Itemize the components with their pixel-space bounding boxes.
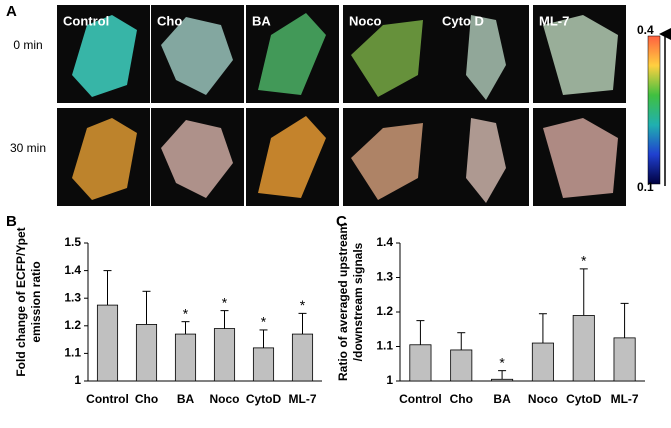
row-label: 30 min [10, 141, 46, 155]
column-label: BA [252, 13, 271, 28]
x-tick-label: Noco [210, 392, 240, 406]
bar [409, 344, 432, 382]
y-tick-label: 1.1 [64, 346, 81, 360]
x-tick-label: CytoD [246, 392, 282, 406]
x-tick-label: Control [399, 392, 442, 406]
x-tick-label: BA [493, 392, 511, 406]
image-grid [57, 5, 626, 206]
y-tick-label: 1.3 [376, 270, 393, 284]
column-label: Cho [157, 13, 182, 28]
bar [174, 333, 197, 382]
y-tick-label: 1.4 [376, 235, 393, 249]
y-axis-label: /downstream signals [351, 242, 365, 361]
panel-label: C [336, 213, 347, 230]
bar [531, 342, 554, 382]
column-label: Noco [349, 13, 382, 28]
bar [450, 349, 473, 382]
colorbar [647, 35, 661, 185]
bar [135, 324, 158, 382]
significance-mark: * [581, 253, 587, 269]
cell-shape [351, 20, 423, 97]
bar [291, 333, 314, 382]
cell-shape [161, 17, 233, 95]
bar [252, 347, 275, 382]
colorbar-label: 0.4 [637, 23, 654, 37]
significance-mark: * [222, 294, 228, 310]
cell-shape [161, 120, 233, 198]
cell-shape [466, 15, 506, 100]
cell-shape [466, 118, 506, 203]
y-tick-label: 1.5 [64, 235, 81, 249]
y-tick-label: 1.4 [64, 263, 81, 277]
y-tick-label: 1.2 [64, 318, 81, 332]
cell-shape [543, 15, 618, 95]
row-label: 0 min [13, 38, 42, 52]
cell-shape [258, 13, 326, 95]
x-tick-label: ML-7 [289, 392, 317, 406]
x-tick-label: Cho [450, 392, 473, 406]
x-tick-label: ML-7 [611, 392, 639, 406]
x-tick-label: Cho [135, 392, 158, 406]
significance-mark: * [183, 305, 189, 321]
y-tick-label: 1.3 [64, 290, 81, 304]
bar [213, 328, 236, 382]
bar [491, 378, 514, 382]
bar [572, 315, 595, 382]
panel-label: A [6, 3, 17, 20]
x-tick-label: CytoD [566, 392, 602, 406]
cell-shape [72, 118, 137, 200]
y-tick-label: 1 [386, 373, 393, 387]
significance-mark: * [261, 314, 267, 330]
column-label: Control [63, 13, 109, 28]
cell-shape [351, 123, 423, 200]
cell-shape [258, 116, 326, 198]
column-label: Cyto D [442, 13, 484, 28]
bar [96, 304, 119, 382]
y-tick-label: 1.2 [376, 304, 393, 318]
bar [613, 337, 636, 382]
x-tick-label: Noco [528, 392, 558, 406]
x-tick-label: BA [177, 392, 195, 406]
y-tick-label: 1 [74, 373, 81, 387]
colorbar-label: 0.1 [637, 180, 654, 194]
significance-mark: * [300, 297, 306, 313]
y-axis-label: Ratio of averaged upstream [336, 223, 350, 381]
x-tick-label: Control [86, 392, 129, 406]
significance-mark: * [499, 354, 505, 370]
cell-shape [543, 118, 618, 198]
column-label: ML-7 [539, 13, 569, 28]
y-axis-label: Fold change of ECFP/Ypet [14, 227, 28, 376]
y-tick-label: 1.1 [376, 339, 393, 353]
panel-label: B [6, 213, 17, 230]
y-axis-label: emission ratio [29, 261, 43, 342]
cell-shape [72, 15, 137, 97]
